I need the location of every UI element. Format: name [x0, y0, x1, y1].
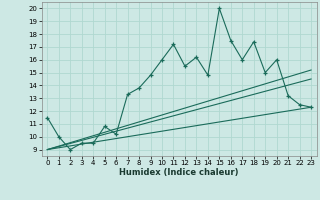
X-axis label: Humidex (Indice chaleur): Humidex (Indice chaleur): [119, 168, 239, 177]
